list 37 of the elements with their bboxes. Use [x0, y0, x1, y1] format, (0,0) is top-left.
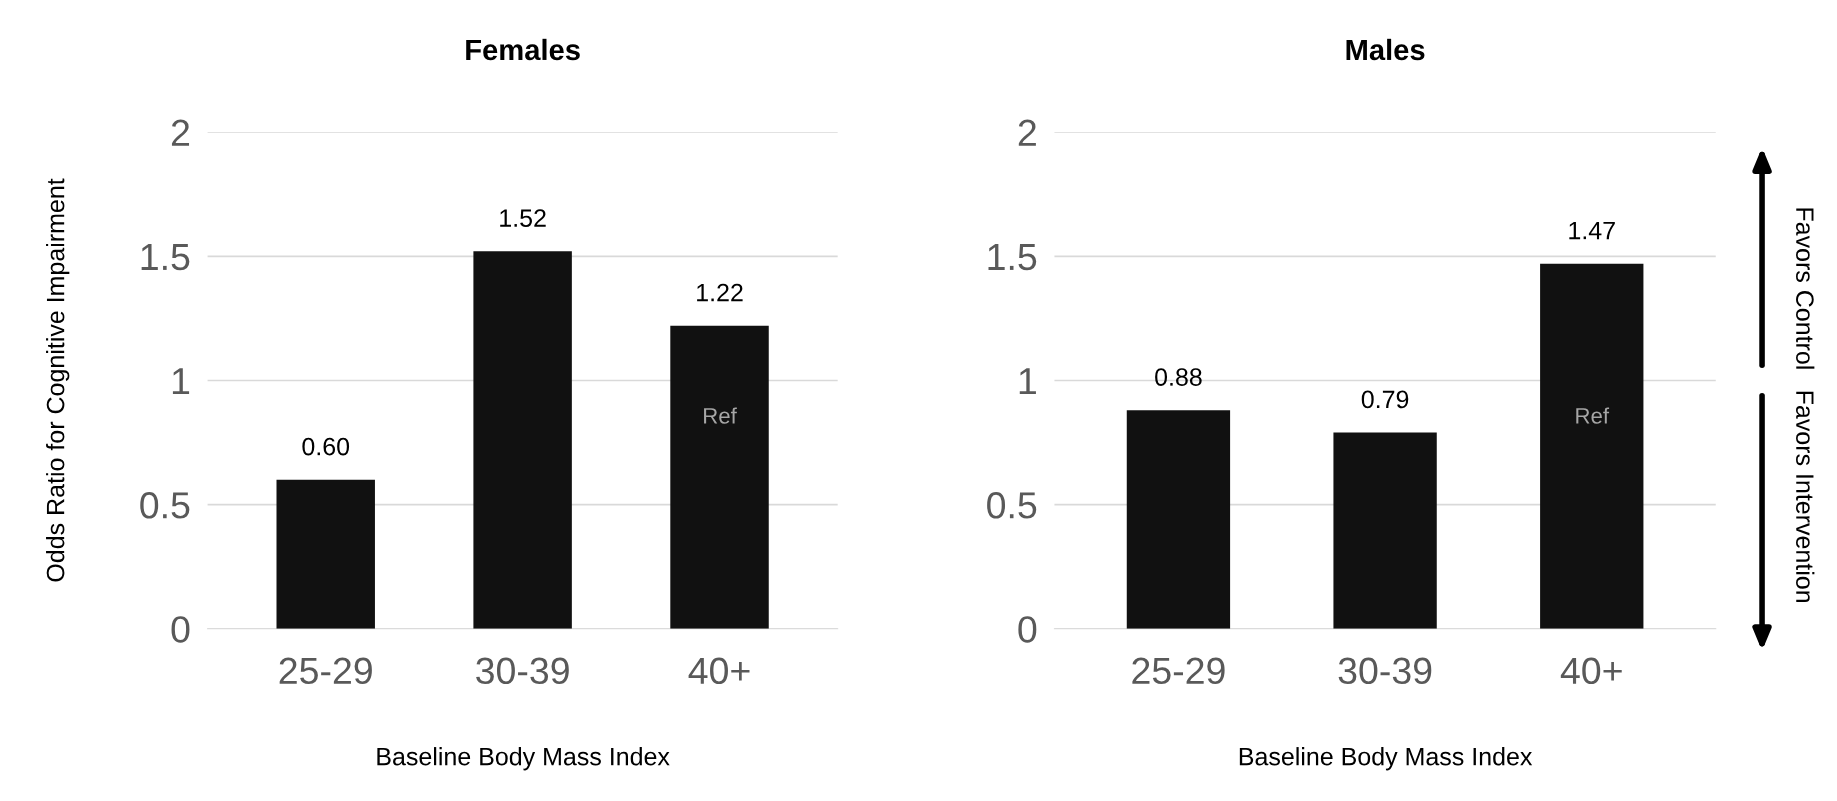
x-tick-label: 25-29 — [279, 657, 372, 685]
y-tick-label: 0.5 — [987, 492, 1037, 519]
y-axis-title: Odds Ratio for Cognitive Impairment — [46, 178, 70, 582]
y-tick-label: 1 — [172, 368, 190, 395]
y-tick-label: 1.5 — [988, 244, 1037, 271]
y-tick-label: 0.5 — [140, 492, 190, 519]
chart-title: Males — [1346, 38, 1425, 61]
x-tick-label: 30-39 — [476, 657, 569, 685]
text: Favors Control — [1796, 208, 1815, 369]
bar — [670, 325, 769, 629]
y-tick-label: 0 — [171, 616, 190, 643]
data-label: 0.88 — [1155, 368, 1202, 386]
bar — [276, 479, 375, 629]
x-tick-label: 30-39 — [1338, 657, 1432, 685]
bar — [1126, 410, 1231, 629]
data-label: 1.22 — [697, 283, 743, 302]
y-tick-label: 2 — [1018, 119, 1036, 146]
annotation: Ref — [1576, 407, 1610, 424]
x-axis-title: Baseline Body Mass Index — [377, 747, 670, 771]
bar — [1333, 432, 1437, 629]
y-tick-label: 0 — [1018, 616, 1037, 643]
bar — [1540, 263, 1644, 629]
y-tick-label: 1 — [1019, 368, 1036, 395]
bar — [473, 251, 572, 629]
y-tick-label: 1.5 — [141, 244, 190, 271]
data-label: 0.60 — [302, 437, 350, 456]
chart-title: Females — [466, 38, 580, 61]
x-tick-label: 40+ — [1560, 657, 1622, 685]
data-label: 1.47 — [1569, 221, 1615, 240]
y-tick-label: 2 — [171, 119, 190, 146]
data-label: 1.52 — [500, 209, 546, 227]
data-label: 0.79 — [1361, 390, 1409, 409]
x-tick-label: 40+ — [688, 657, 750, 685]
x-axis-title: Baseline Body Mass Index — [1239, 747, 1533, 771]
text: Favors Intervention — [1796, 391, 1815, 602]
annotation: Ref — [704, 407, 737, 424]
x-tick-label: 25-29 — [1132, 657, 1225, 685]
